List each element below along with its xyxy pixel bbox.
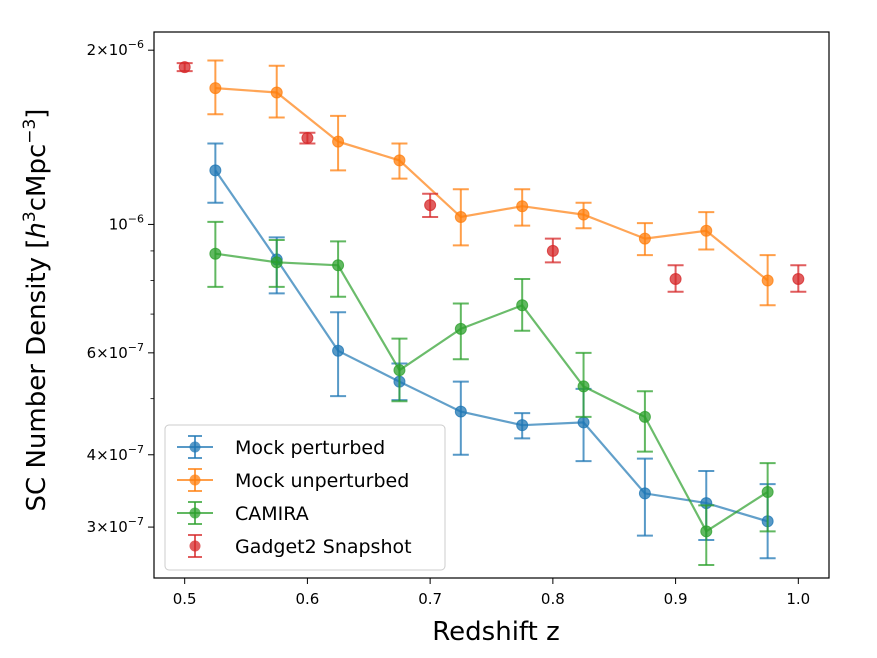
data-point xyxy=(209,247,222,260)
y-axis-label-prefix: SC Number Density [ xyxy=(22,239,52,512)
x-axis: 0.5 0.6 0.7 0.8 0.9 1.0 xyxy=(173,578,810,608)
data-point xyxy=(761,485,774,498)
error-bar xyxy=(452,380,469,456)
data-point xyxy=(209,164,222,177)
data-point xyxy=(178,61,191,74)
data-point xyxy=(393,154,406,167)
x-tick-label: 0.6 xyxy=(295,590,319,608)
series-gadget2-snapshot xyxy=(176,61,807,293)
legend-marker xyxy=(189,540,201,552)
series-camira xyxy=(207,220,776,567)
y-tick-label: 10−6 xyxy=(109,212,144,233)
legend-label: Gadget2 Snapshot xyxy=(235,536,412,558)
legend-box xyxy=(164,424,446,571)
legend-item: CAMIRA xyxy=(177,501,309,525)
legend-marker xyxy=(189,474,201,486)
data-point xyxy=(577,208,590,221)
data-point xyxy=(669,272,682,285)
legend-label: CAMIRA xyxy=(235,503,309,525)
data-point xyxy=(516,419,529,432)
y-axis: 10−6 2×10−6 6×10−7 4×10−7 3×10−7 xyxy=(87,38,154,536)
legend-item: Mock unperturbed xyxy=(177,468,409,492)
data-point xyxy=(209,82,222,95)
data-point xyxy=(638,487,651,500)
legend: Mock perturbed Mock unperturbed CAMIRA Gadg… xyxy=(164,424,446,571)
legend-item: Gadget2 Snapshot xyxy=(188,534,412,558)
data-point xyxy=(332,135,345,148)
x-tick-label: 0.7 xyxy=(418,590,442,608)
data-point xyxy=(700,525,713,538)
axes-frame xyxy=(153,31,830,579)
data-point xyxy=(516,299,529,312)
y-axis-label-h: h xyxy=(22,222,52,238)
series-mock-unperturbed xyxy=(207,59,776,307)
data-point xyxy=(393,364,406,377)
data-point xyxy=(454,405,467,418)
data-point xyxy=(792,272,805,285)
data-point xyxy=(301,132,314,145)
data-point xyxy=(761,274,774,287)
data-point xyxy=(270,86,283,99)
data-point xyxy=(424,199,437,212)
data-point xyxy=(516,200,529,213)
x-tick-label: 0.9 xyxy=(664,590,688,608)
data-point xyxy=(700,224,713,237)
data-point xyxy=(332,344,345,357)
y-axis-label-sup-minus3: −3 xyxy=(20,119,40,144)
series-line xyxy=(215,87,769,282)
legend-marker xyxy=(189,441,201,453)
y-axis-label-sup-3: 3 xyxy=(20,211,40,222)
series-line xyxy=(215,252,769,533)
data-point xyxy=(332,259,345,272)
y-axis-label-unit: cMpc xyxy=(22,144,52,212)
axes-border xyxy=(153,31,830,579)
y-tick-label: 3×10−7 xyxy=(87,515,144,536)
x-tick-label: 0.8 xyxy=(541,590,565,608)
x-tick-label: 0.5 xyxy=(173,590,197,608)
data-point xyxy=(454,322,467,335)
x-axis-label: Redshift z xyxy=(432,617,559,647)
data-point xyxy=(638,232,651,245)
y-tick-label: 2×10−6 xyxy=(87,38,144,59)
y-axis-label-suffix: ] xyxy=(22,109,52,119)
plot-area xyxy=(176,59,807,567)
x-tick-label: 1.0 xyxy=(786,590,810,608)
data-point xyxy=(577,380,590,393)
legend-item: Mock perturbed xyxy=(177,435,385,459)
legend-marker xyxy=(189,507,201,519)
series-line xyxy=(214,169,768,523)
legend-label: Mock perturbed xyxy=(235,437,385,459)
data-point xyxy=(546,244,559,257)
legend-label: Mock unperturbed xyxy=(235,470,409,492)
y-tick-label: 6×10−7 xyxy=(87,341,144,362)
data-point xyxy=(270,256,283,269)
data-point xyxy=(638,410,651,423)
y-axis-label: SC Number Density [h3cMpc−3] xyxy=(20,109,52,512)
y-tick-label: 4×10−7 xyxy=(87,443,144,464)
data-point xyxy=(454,210,467,223)
data-point xyxy=(577,416,590,429)
